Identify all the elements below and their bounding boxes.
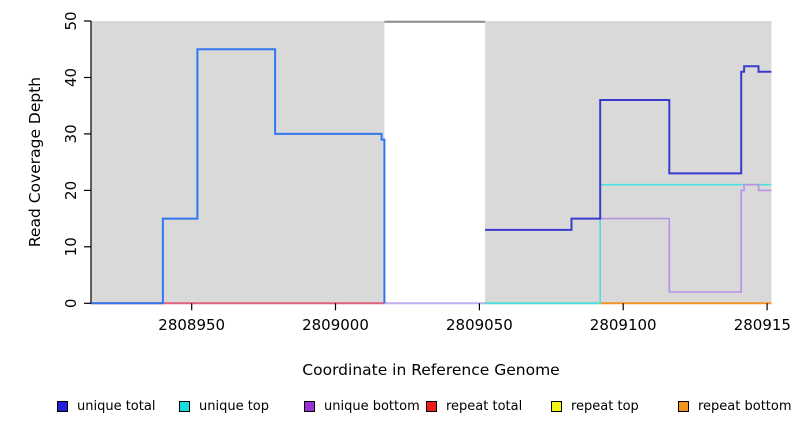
x-axis-title: Coordinate in Reference Genome [302,361,560,379]
legend-item-repeat-bottom: repeat bottom [678,398,792,414]
shaded-region [91,21,385,304]
legend-label: repeat bottom [698,398,792,414]
legend-item-repeat-total: repeat total [426,398,522,414]
series-unique-top [485,183,772,305]
series-unique-total-left-block- [91,48,386,305]
x-tick-label: 2809000 [302,316,369,334]
legend-item-unique-total: unique total [57,398,155,414]
unique-total-swatch-icon [57,400,68,412]
legend-label: unique top [199,398,270,414]
x-tick-label: 2809150 [734,316,792,334]
legend-label: repeat top [571,398,639,414]
y-tick-label: 40 [62,68,80,87]
unique-bottom-swatch-icon [304,400,315,412]
y-tick-label: 0 [62,299,80,309]
legend-item-unique-top: unique top [179,398,269,414]
x-tick-label: 2809050 [446,316,513,334]
y-tick-label: 10 [62,237,80,256]
unique-top-swatch-icon [179,400,190,412]
x-tick-label: 2808950 [158,316,225,334]
repeat-top-swatch-icon [551,400,562,412]
y-tick-label: 30 [62,124,80,143]
legend-label: unique bottom [324,398,420,414]
legend-item-repeat-top: repeat top [551,398,639,414]
repeat-total-swatch-icon [426,400,437,412]
y-axis-title: Read Coverage Depth [26,76,44,248]
series-unique-total-right-block- [485,65,772,231]
shaded-region [485,21,772,304]
y-tick-label: 50 [62,11,80,30]
legend-label: repeat total [446,398,523,414]
x-tick-label: 2809100 [590,316,657,334]
legend-item-unique-bottom: unique bottom [304,398,420,414]
y-tick-label: 20 [62,181,80,200]
legend-label: unique total [77,398,156,414]
repeat-bottom-swatch-icon [678,400,689,412]
series-unique-bottom [600,183,772,293]
